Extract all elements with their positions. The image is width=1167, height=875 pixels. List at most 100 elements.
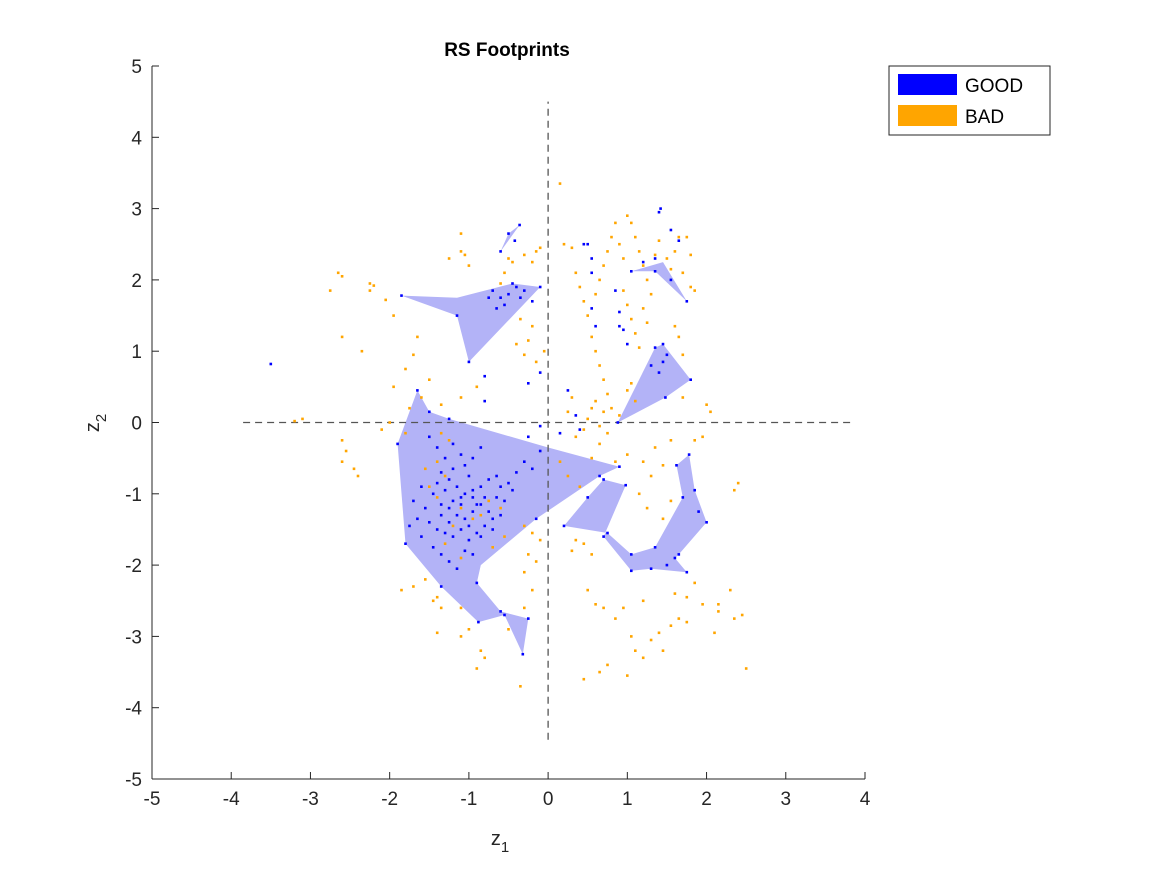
bad-point-83	[467, 264, 471, 267]
y-axis-label: z2	[82, 414, 110, 432]
bad-point-95	[578, 285, 582, 289]
bad-point-26	[352, 467, 356, 471]
good-point-28	[622, 328, 625, 332]
good-point-9	[538, 285, 542, 289]
bad-point-38	[459, 506, 463, 510]
bad-point-94	[574, 271, 578, 275]
bad-point-55	[435, 595, 439, 599]
bad-point-9	[340, 335, 344, 339]
good-point-56	[574, 414, 578, 417]
good-point-2	[499, 250, 502, 253]
good-point-49	[665, 353, 669, 357]
bad-point-69	[519, 685, 522, 688]
chart-title: RS Footprints	[444, 40, 570, 61]
good-point-58	[558, 431, 562, 435]
bad-point-126	[630, 317, 633, 321]
good-point-111	[483, 524, 486, 528]
bad-point-203	[594, 603, 597, 606]
good-point-44	[661, 342, 665, 346]
bad-point-91	[558, 182, 562, 185]
bad-point-42	[499, 506, 502, 510]
bad-point-79	[519, 317, 522, 321]
bad-point-64	[534, 560, 538, 563]
bad-point-154	[681, 396, 685, 399]
bad-point-161	[558, 460, 562, 463]
good-point-14	[503, 303, 506, 307]
bad-point-170	[661, 464, 665, 467]
good-point-119	[420, 485, 423, 488]
bad-point-89	[534, 360, 538, 364]
good-point-121	[416, 517, 419, 521]
good-point-24	[590, 271, 593, 275]
good-point-90	[487, 478, 490, 481]
bad-point-71	[499, 282, 502, 285]
bad-point-117	[673, 250, 677, 253]
good-point-144	[439, 513, 443, 517]
good-point-139	[499, 513, 502, 517]
points-layer	[269, 182, 748, 688]
bad-point-128	[637, 346, 641, 349]
good-point-61	[416, 389, 419, 392]
good-point-132	[531, 467, 534, 471]
legend: GOOD BAD	[888, 65, 1051, 136]
bad-point-73	[507, 257, 510, 260]
good-point-52	[483, 399, 486, 403]
bad-point-173	[637, 492, 641, 496]
x-axis-label-subscript: 1	[501, 839, 509, 856]
bad-point-20	[408, 406, 411, 410]
bad-point-152	[677, 335, 681, 339]
good-point-155	[677, 553, 681, 556]
good-footprint-1	[500, 225, 520, 252]
y-tick-label: -5	[125, 770, 142, 791]
good-point-64	[396, 442, 399, 446]
bad-point-135	[606, 392, 609, 396]
good-point-109	[467, 524, 471, 528]
bad-point-209	[701, 603, 704, 606]
bad-point-76	[531, 260, 534, 264]
bad-point-127	[634, 332, 637, 335]
good-point-40	[685, 300, 689, 303]
bad-point-109	[637, 250, 641, 253]
good-point-147	[586, 496, 589, 499]
good-point-126	[475, 503, 479, 506]
good-point-161	[653, 546, 657, 549]
bad-point-25	[340, 460, 344, 463]
good-point-113	[431, 546, 435, 549]
bad-point-172	[649, 474, 653, 478]
bad-point-165	[598, 442, 601, 446]
bad-point-77	[534, 250, 538, 253]
bad-point-8	[392, 314, 395, 317]
y-tick-label: -2	[125, 556, 142, 577]
good-point-72	[475, 581, 479, 585]
bad-point-57	[459, 606, 463, 610]
bad-point-41	[487, 499, 490, 503]
bad-point-66	[479, 649, 483, 652]
bad-point-199	[626, 674, 629, 677]
bad-point-168	[641, 460, 645, 463]
good-point-158	[687, 453, 691, 456]
bad-point-36	[428, 485, 431, 488]
bad-point-150	[606, 431, 609, 435]
bad-point-167	[626, 453, 629, 456]
bad-point-84	[447, 257, 451, 260]
good-point-93	[439, 503, 443, 506]
bad-point-143	[574, 435, 578, 439]
bad-point-191	[657, 631, 661, 635]
good-footprint-5	[397, 390, 620, 655]
bad-point-53	[400, 588, 403, 592]
good-point-65	[404, 542, 407, 545]
bad-point-24	[344, 449, 348, 453]
bad-point-210	[641, 599, 645, 603]
x-tick-label: -3	[302, 789, 319, 810]
good-point-105	[435, 528, 439, 531]
good-point-97	[471, 510, 475, 513]
good-point-71	[499, 610, 502, 613]
bad-point-108	[634, 235, 637, 239]
good-point-134	[467, 474, 471, 478]
bad-point-90	[542, 349, 546, 353]
good-point-151	[630, 569, 633, 573]
bad-point-43	[451, 524, 455, 528]
bad-point-16	[439, 403, 443, 406]
bad-point-124	[622, 289, 625, 292]
